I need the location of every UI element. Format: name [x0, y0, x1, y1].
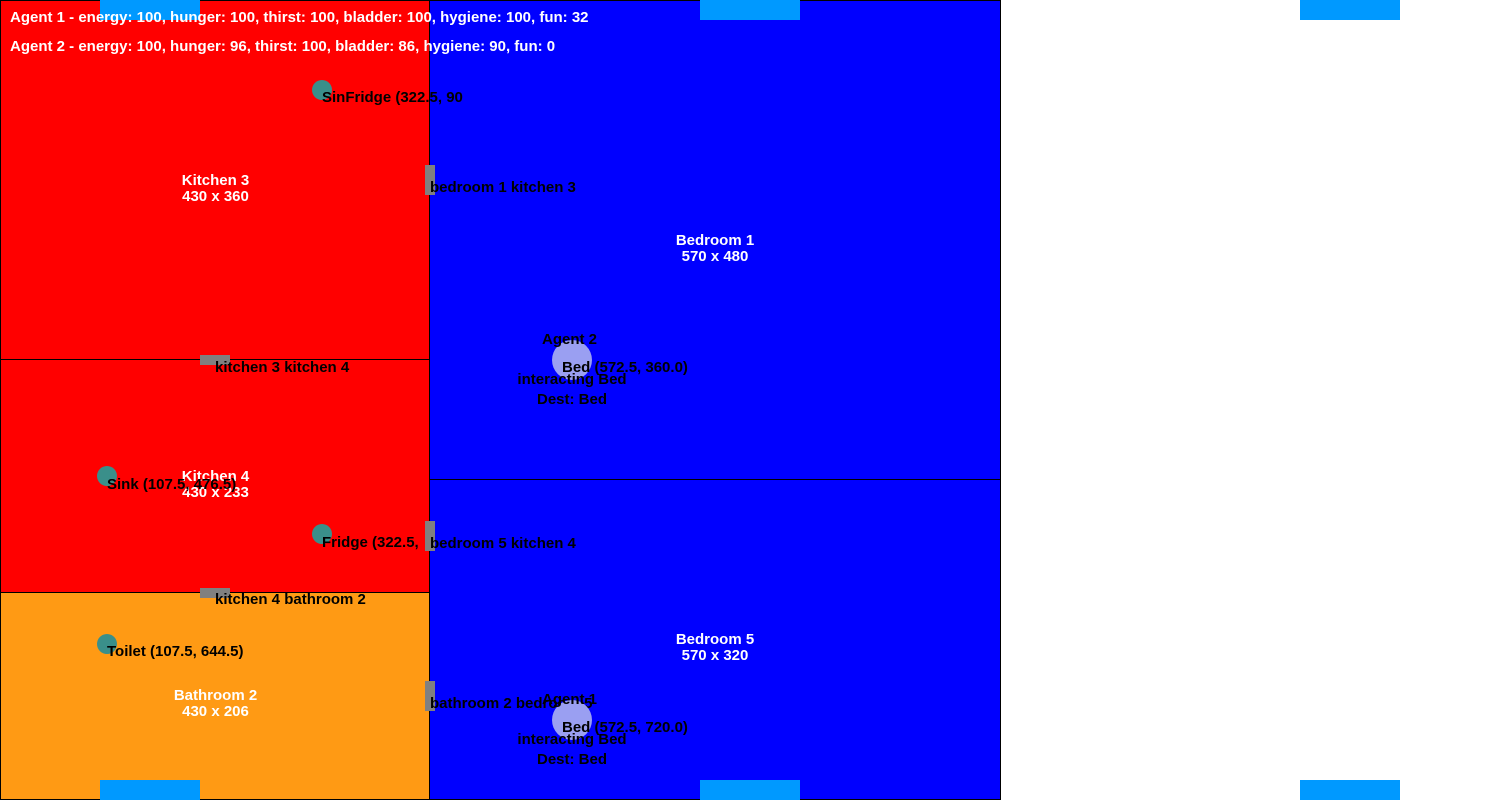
- marker-top-2: [700, 0, 800, 20]
- door-kitchen-4-bathroom-2[interactable]: [200, 588, 230, 598]
- room-kitchen-4-name: Kitchen 4: [181, 468, 250, 485]
- room-bedroom-5-size: 570 x 320: [681, 647, 749, 664]
- door-bathroom-2-bedroom-5[interactable]: [425, 681, 435, 711]
- room-kitchen-3-label: Kitchen 3 430 x 360: [1, 173, 430, 205]
- marker-bottom-2: [700, 780, 800, 800]
- kitchen-4-fridge-label: Fridge (322.5,: [322, 534, 419, 551]
- door-label-kitchen-3-kitchen-4: kitchen 3 kitchen 4: [215, 359, 350, 376]
- door-label-bedroom-1-kitchen-3: bedroom 1 kitchen 3: [430, 179, 576, 196]
- agent-1[interactable]: [552, 700, 592, 740]
- agent-2[interactable]: [552, 340, 592, 380]
- room-bedroom-1: Bedroom 1 570 x 480: [429, 0, 1001, 481]
- marker-top-3: [1300, 0, 1400, 20]
- room-bedroom-5: Bedroom 5 570 x 320: [429, 479, 1001, 800]
- room-kitchen-4-size: 430 x 233: [182, 484, 249, 501]
- door-label-bedroom-5-kitchen-4: bedroom 5 kitchen 4: [430, 535, 576, 552]
- door-bedroom-1-kitchen-3[interactable]: [425, 165, 435, 195]
- room-bathroom-2-size: 430 x 206: [182, 703, 249, 720]
- room-bedroom-5-label: Bedroom 5 570 x 320: [430, 632, 1000, 664]
- agent-2-action: interacting Bed: [517, 371, 627, 388]
- room-bathroom-2-name: Bathroom 2: [173, 687, 258, 704]
- kitchen-4-sink-object[interactable]: [97, 466, 117, 486]
- room-bedroom-5-name: Bedroom 5: [675, 631, 755, 648]
- room-kitchen-3-name: Kitchen 3: [181, 172, 250, 189]
- kitchen-4-sink-label: Sink (107.5, 476.5): [107, 476, 237, 493]
- door-bedroom-5-kitchen-4[interactable]: [425, 521, 435, 551]
- marker-bottom-1: [100, 780, 200, 800]
- room-bathroom-2-label: Bathroom 2 430 x 206: [1, 688, 430, 720]
- agent-2-position: Bed (572.5, 360.0): [562, 359, 688, 376]
- room-bedroom-1-name: Bedroom 1: [675, 232, 755, 249]
- door-label-kitchen-4-bathroom-2: kitchen 4 bathroom 2: [215, 591, 366, 608]
- marker-top-1: [100, 0, 200, 20]
- agent-2-name: Agent 2: [542, 331, 598, 348]
- room-kitchen-3: Kitchen 3 430 x 360: [0, 0, 431, 361]
- agent-2-destination: Dest: Bed: [536, 391, 607, 408]
- agent-1-status: Agent 1 - energy: 100, hunger: 100, thir…: [10, 9, 589, 26]
- room-bathroom-2: Bathroom 2 430 x 206: [0, 592, 431, 800]
- room-bedroom-1-size: 570 x 480: [681, 248, 749, 265]
- room-bedroom-1-label: Bedroom 1 570 x 480: [430, 233, 1000, 265]
- agent-1-destination: Dest: Bed: [536, 751, 607, 768]
- door-kitchen-3-kitchen-4[interactable]: [200, 355, 230, 365]
- bathroom-2-object-label: Toilet (107.5, 644.5): [107, 643, 244, 660]
- kitchen-3-fridge-object[interactable]: [312, 80, 332, 100]
- agent-1-action: interacting Bed: [517, 731, 627, 748]
- marker-bottom-3: [1300, 780, 1400, 800]
- kitchen-3-object-label: SinFridge (322.5, 90: [322, 89, 463, 106]
- room-kitchen-3-size: 430 x 360: [182, 188, 249, 205]
- agent-1-position: Bed (572.5, 720.0): [562, 719, 688, 736]
- agent-2-status: Agent 2 - energy: 100, hunger: 96, thirs…: [10, 38, 556, 55]
- room-kitchen-4-label: Kitchen 4 430 x 233: [1, 469, 430, 501]
- kitchen-4-fridge-object[interactable]: [312, 524, 332, 544]
- bathroom-2-toilet-object[interactable]: [97, 634, 117, 654]
- door-label-bathroom-2-bedroom-5: bathroom 2 bedroom 5: [430, 695, 593, 712]
- agent-1-name: Agent 1: [542, 691, 598, 708]
